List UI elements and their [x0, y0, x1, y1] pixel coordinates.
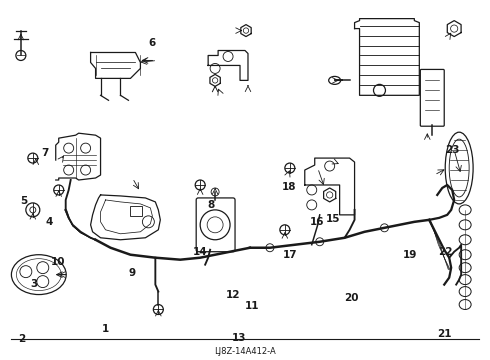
Text: 3: 3 [30, 279, 38, 289]
Text: LJ8Z-14A412-A: LJ8Z-14A412-A [214, 347, 276, 356]
Text: 5: 5 [20, 196, 27, 206]
Text: 13: 13 [232, 333, 246, 343]
Text: 4: 4 [45, 217, 52, 227]
Text: 14: 14 [193, 247, 207, 257]
Text: 22: 22 [438, 247, 452, 257]
Text: 11: 11 [245, 301, 260, 311]
Text: 1: 1 [102, 324, 109, 334]
Text: 19: 19 [403, 250, 417, 260]
Text: 17: 17 [283, 250, 297, 260]
Text: 21: 21 [437, 329, 451, 339]
Text: 10: 10 [51, 257, 66, 267]
Text: 2: 2 [18, 333, 25, 343]
Text: 6: 6 [148, 38, 156, 48]
Text: 16: 16 [310, 217, 324, 227]
Text: 9: 9 [128, 268, 135, 278]
Text: 18: 18 [282, 182, 296, 192]
Text: 12: 12 [225, 290, 240, 300]
Text: 23: 23 [445, 144, 460, 154]
Text: 7: 7 [41, 148, 49, 158]
Text: 20: 20 [344, 293, 359, 303]
Text: 15: 15 [326, 214, 340, 224]
Text: 8: 8 [207, 200, 215, 210]
